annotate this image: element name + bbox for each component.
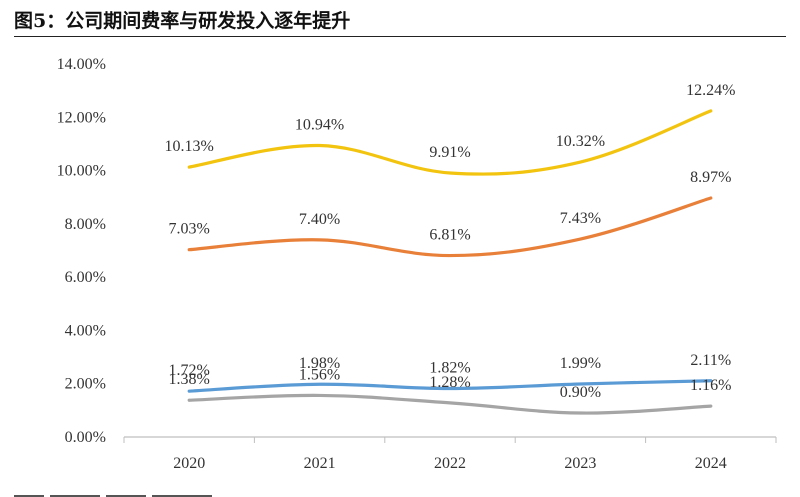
y-tick-label: 4.00% [65, 322, 106, 339]
x-tick-label: 2021 [304, 455, 336, 472]
y-tick-label: 2.00% [65, 376, 106, 393]
data-label: 1.16% [690, 377, 731, 394]
y-tick-label: 10.00% [57, 163, 106, 180]
data-label: 6.81% [429, 227, 470, 244]
data-label: 10.32% [556, 133, 605, 150]
data-label: 0.90% [560, 384, 601, 401]
data-label: 10.13% [165, 138, 214, 155]
data-label: 1.82% [429, 360, 470, 377]
data-label: 7.40% [299, 211, 340, 228]
y-tick-label: 14.00% [57, 56, 106, 73]
data-label: 7.03% [169, 221, 210, 238]
series-line-1 [187, 109, 713, 176]
data-label: 1.72% [169, 362, 210, 379]
x-axis: 2020 2021 2022 2023 2024 [123, 436, 777, 472]
x-tick-label: 2022 [434, 455, 466, 472]
y-tick-label: 6.00% [65, 269, 106, 286]
series-line-4 [187, 393, 713, 415]
data-label: 1.98% [299, 355, 340, 372]
x-tick-label: 2020 [173, 455, 205, 472]
y-axis: 0.00% 2.00% 4.00% 6.00% 8.00% 10.00% 12.00% 14.… [57, 56, 106, 446]
y-tick-label: 8.00% [65, 216, 106, 233]
data-label: 1.56% [299, 366, 340, 383]
data-labels: 10.13% 10.94% 9.91% 10.32% 12.24% 7.03% 7.40% 6… [165, 82, 736, 401]
data-label: 12.24% [686, 82, 735, 99]
data-label: 8.97% [690, 169, 731, 186]
data-label: 1.28% [429, 374, 470, 391]
data-label: 7.43% [560, 210, 601, 227]
source-note-cropped [14, 486, 314, 497]
data-label: 9.91% [429, 144, 470, 161]
y-tick-label: 0.00% [65, 429, 106, 446]
x-tick-label: 2024 [695, 455, 727, 472]
data-label: 1.99% [560, 355, 601, 372]
y-tick-label: 12.00% [57, 109, 106, 126]
data-label: 10.94% [295, 117, 344, 134]
data-label: 1.38% [169, 371, 210, 388]
figure-title: 图5：公司期间费率与研发投入逐年提升 [14, 10, 351, 32]
series-lines [187, 109, 713, 415]
data-label: 2.11% [690, 352, 731, 369]
x-tick-label: 2023 [564, 455, 596, 472]
title-divider [14, 36, 786, 37]
